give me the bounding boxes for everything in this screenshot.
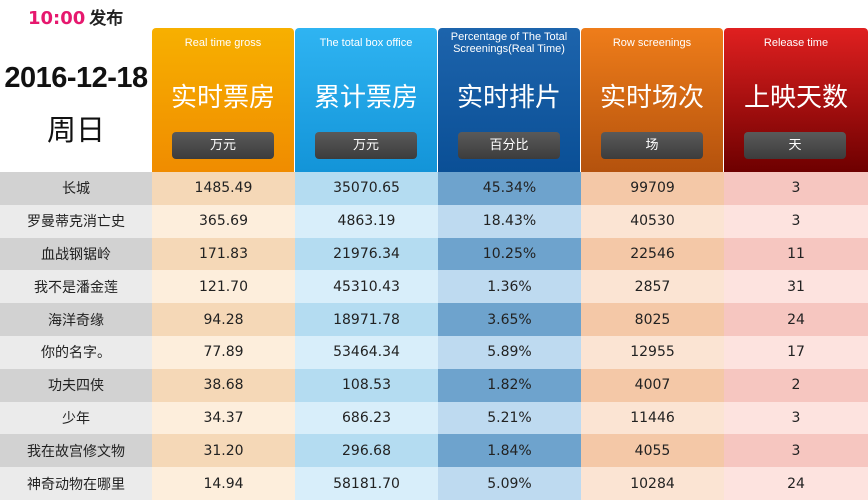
realtime-gross-cell: 31.20	[152, 434, 295, 468]
table-row: 海洋奇缘 94.28 18971.78 3.65% 8025 24	[0, 303, 868, 336]
screening-share-cell: 5.21%	[438, 401, 581, 435]
movie-name-cell: 功夫四侠	[0, 368, 152, 402]
table-row: 少年 34.37 686.23 5.21% 11446 3	[0, 401, 868, 435]
column-header-screening-share: Percentage of The Total Screenings(Real …	[438, 28, 580, 172]
date-text: 2016-12-18	[4, 62, 148, 94]
release-days-cell: 31	[724, 270, 868, 304]
screenings-cell: 40530	[581, 204, 724, 238]
column-header-en: Real time gross	[184, 37, 262, 49]
realtime-gross-cell: 365.69	[152, 204, 295, 238]
screenings-cell: 12955	[581, 335, 724, 369]
screening-share-cell: 5.89%	[438, 335, 581, 369]
movie-name-cell: 血战钢锯岭	[0, 237, 152, 271]
screenings-cell: 10284	[581, 467, 724, 500]
screenings-cell: 4007	[581, 368, 724, 402]
screening-share-cell: 3.65%	[438, 303, 581, 336]
unit-badge: 百分比	[458, 132, 560, 159]
release-days-cell: 24	[724, 467, 868, 500]
unit-badge: 万元	[315, 132, 417, 159]
publish-label: 发布	[89, 9, 124, 29]
release-days-cell: 24	[724, 303, 868, 336]
release-days-cell: 17	[724, 335, 868, 369]
total-box-office-cell: 686.23	[295, 401, 438, 435]
total-box-office-cell: 18971.78	[295, 303, 438, 336]
column-header-en: The total box office	[319, 37, 413, 49]
realtime-gross-cell: 34.37	[152, 401, 295, 435]
release-days-cell: 3	[724, 204, 868, 238]
movie-name-cell: 神奇动物在哪里	[0, 467, 152, 500]
table-row: 我不是潘金莲 121.70 45310.43 1.36% 2857 31	[0, 270, 868, 304]
column-header-row-screenings: Row screenings 实时场次 场	[581, 28, 723, 172]
screening-share-cell: 5.09%	[438, 467, 581, 500]
column-header-en: Percentage of The Total Screenings(Real …	[450, 31, 568, 55]
table-row: 血战钢锯岭 171.83 21976.34 10.25% 22546 11	[0, 237, 868, 271]
movie-name-cell: 长城	[0, 172, 152, 205]
total-box-office-cell: 296.68	[295, 434, 438, 468]
column-header-realtime-gross: Real time gross 实时票房 万元	[152, 28, 294, 172]
total-box-office-cell: 45310.43	[295, 270, 438, 304]
unit-badge: 场	[601, 132, 703, 159]
date-panel: 2016-12-18 周日	[0, 28, 152, 172]
table-row: 功夫四侠 38.68 108.53 1.82% 4007 2	[0, 368, 868, 402]
column-header-en: Release time	[763, 37, 829, 49]
total-box-office-cell: 21976.34	[295, 237, 438, 271]
release-days-cell: 2	[724, 368, 868, 402]
screening-share-cell: 1.36%	[438, 270, 581, 304]
screening-share-cell: 1.84%	[438, 434, 581, 468]
column-header-cn: 实时场次	[599, 83, 704, 113]
unit-badge: 天	[744, 132, 846, 159]
weekday-text: 周日	[46, 113, 105, 147]
realtime-gross-cell: 1485.49	[152, 172, 295, 205]
box-office-table: 长城 1485.49 35070.65 45.34% 99709 3 罗曼蒂克消…	[0, 172, 868, 500]
screenings-cell: 8025	[581, 303, 724, 336]
realtime-gross-cell: 171.83	[152, 237, 295, 271]
realtime-gross-cell: 14.94	[152, 467, 295, 500]
column-header-cn: 实时票房	[170, 83, 275, 113]
screenings-cell: 11446	[581, 401, 724, 435]
screening-share-cell: 18.43%	[438, 204, 581, 238]
movie-name-cell: 我不是潘金莲	[0, 270, 152, 304]
column-header-release-time: Release time 上映天数 天	[724, 28, 868, 172]
screening-share-cell: 45.34%	[438, 172, 581, 205]
realtime-gross-cell: 77.89	[152, 335, 295, 369]
publish-time-value: 10:00	[28, 8, 86, 29]
movie-name-cell: 少年	[0, 401, 152, 435]
table-row: 长城 1485.49 35070.65 45.34% 99709 3	[0, 172, 868, 205]
column-header-total-box-office: The total box office 累计票房 万元	[295, 28, 437, 172]
column-header-cn: 实时排片	[456, 83, 561, 113]
release-days-cell: 3	[724, 172, 868, 205]
movie-name-cell: 我在故宫修文物	[0, 434, 152, 468]
total-box-office-cell: 53464.34	[295, 335, 438, 369]
movie-name-cell: 罗曼蒂克消亡史	[0, 204, 152, 238]
screenings-cell: 99709	[581, 172, 724, 205]
total-box-office-cell: 4863.19	[295, 204, 438, 238]
movie-name-cell: 海洋奇缘	[0, 303, 152, 336]
realtime-gross-cell: 94.28	[152, 303, 295, 336]
screening-share-cell: 10.25%	[438, 237, 581, 271]
publish-time: 10:00 发布	[28, 8, 123, 30]
release-days-cell: 11	[724, 237, 868, 271]
table-row: 你的名字。 77.89 53464.34 5.89% 12955 17	[0, 335, 868, 369]
total-box-office-cell: 35070.65	[295, 172, 438, 205]
movie-name-cell: 你的名字。	[0, 335, 152, 369]
screenings-cell: 4055	[581, 434, 724, 468]
release-days-cell: 3	[724, 434, 868, 468]
table-row: 我在故宫修文物 31.20 296.68 1.84% 4055 3	[0, 434, 868, 468]
table-row: 罗曼蒂克消亡史 365.69 4863.19 18.43% 40530 3	[0, 204, 868, 238]
screening-share-cell: 1.82%	[438, 368, 581, 402]
unit-badge: 万元	[172, 132, 274, 159]
column-header-cn: 上映天数	[743, 83, 848, 113]
table-row: 神奇动物在哪里 14.94 58181.70 5.09% 10284 24	[0, 467, 868, 500]
column-header-en: Row screenings	[612, 37, 692, 49]
screenings-cell: 2857	[581, 270, 724, 304]
total-box-office-cell: 58181.70	[295, 467, 438, 500]
realtime-gross-cell: 121.70	[152, 270, 295, 304]
realtime-gross-cell: 38.68	[152, 368, 295, 402]
top-bar: 10:00 发布	[0, 0, 868, 30]
total-box-office-cell: 108.53	[295, 368, 438, 402]
screenings-cell: 22546	[581, 237, 724, 271]
column-header-cn: 累计票房	[313, 83, 418, 113]
release-days-cell: 3	[724, 401, 868, 435]
